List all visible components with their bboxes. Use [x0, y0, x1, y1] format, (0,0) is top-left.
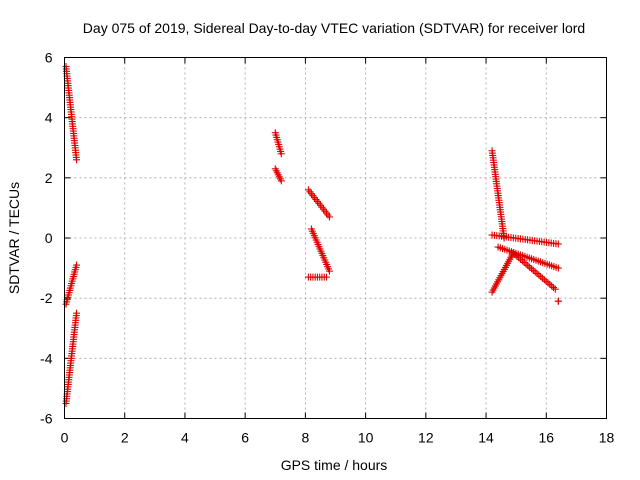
data-point [325, 267, 333, 275]
y-tick-label: 0 [45, 230, 53, 246]
data-point [322, 273, 330, 281]
data-point [529, 266, 537, 274]
chart-title: Day 075 of 2019, Sidereal Day-to-day VTE… [83, 20, 585, 36]
y-axis-label: SDTVAR / TECUs [6, 182, 22, 294]
data-point [538, 274, 546, 282]
data-point [554, 264, 562, 272]
data-point [540, 276, 548, 284]
data-point [546, 280, 554, 288]
x-tick-label: 16 [538, 430, 554, 446]
x-axis-label: GPS time / hours [281, 457, 388, 473]
data-point [548, 282, 556, 290]
x-tick-label: 14 [478, 430, 494, 446]
data-point [531, 268, 539, 276]
data-point [527, 265, 535, 273]
x-tick-label: 4 [181, 430, 189, 446]
data-point [526, 263, 534, 271]
x-tick-label: 18 [599, 430, 615, 446]
data-point [533, 269, 541, 277]
y-tick-label: 4 [45, 110, 53, 126]
data-point [277, 150, 285, 158]
y-tick-label: -4 [40, 350, 53, 366]
data-point [544, 279, 552, 287]
data-point [542, 277, 550, 285]
data-point [277, 177, 285, 185]
x-tick-label: 2 [121, 430, 129, 446]
data-point [554, 240, 562, 248]
y-tick-label: -6 [40, 411, 53, 427]
data-points-layer [62, 63, 562, 407]
data-point [524, 262, 532, 270]
x-tick-label: 0 [61, 430, 69, 446]
x-tick-label: 8 [301, 430, 309, 446]
tick-layer: 0 2 4 6 8 10 12 14 16 18 -6 -4 -2 0 2 4 6 [40, 50, 614, 446]
x-tick-label: 6 [241, 430, 249, 446]
data-point [73, 156, 81, 164]
data-point [325, 213, 333, 221]
data-point [554, 297, 562, 305]
data-point [551, 285, 559, 293]
data-point [537, 273, 545, 281]
y-tick-label: -2 [40, 290, 53, 306]
y-tick-label: 2 [45, 170, 53, 186]
x-tick-label: 12 [418, 430, 434, 446]
x-tick-label: 10 [358, 430, 374, 446]
data-point [73, 261, 81, 269]
data-point [535, 271, 543, 279]
plot-frame [64, 57, 607, 419]
data-point [522, 260, 530, 268]
grid-layer [64, 57, 607, 419]
y-tick-label: 6 [45, 50, 53, 66]
data-point [73, 309, 81, 317]
data-point [549, 284, 557, 292]
